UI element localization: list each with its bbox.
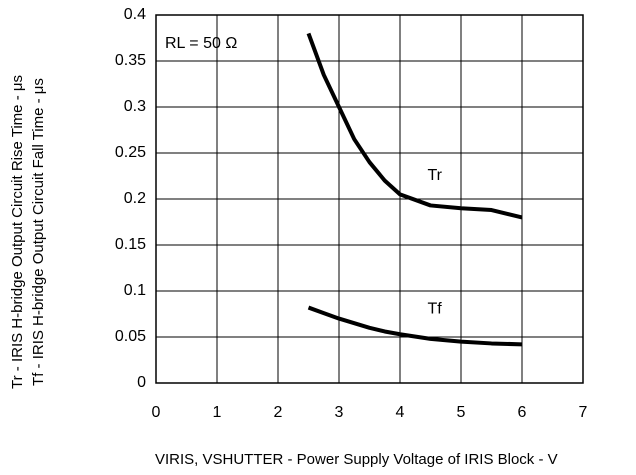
series-label-bg [424,166,451,186]
series-label: Tr [427,167,442,184]
y-tick-label: 0.05 [115,328,146,345]
series-label-bg [424,299,451,320]
x-tick-label: 4 [396,404,405,421]
y-tick-label: 0.4 [124,6,146,23]
y-tick-label: 0 [137,374,146,391]
x-tick-label: 0 [152,404,161,421]
x-tick-label: 6 [518,404,527,421]
annotation-box [157,27,287,63]
y-tick-label: 0.35 [115,52,146,69]
y-tick-label: 0.1 [124,282,146,299]
y-tick-label: 0.25 [115,144,146,161]
series-label: Tf [427,301,442,318]
y-axis-label: Tr - IRIS H-bridge Output Circuit Rise T… [9,75,26,389]
y-tick-label: 0.15 [115,236,146,253]
y-axis-label: Tf - IRIS H-bridge Output Circuit Fall T… [30,78,47,386]
line-series [306,32,523,220]
x-tick-label: 7 [579,404,588,421]
annotation: RL = 50 Ω [165,35,237,52]
x-tick-label: 1 [213,404,222,421]
x-tick-label: 5 [457,404,466,421]
plot-border [155,14,584,384]
line-series [307,305,523,347]
y-tick-label: 0.2 [124,190,146,207]
y-tick-label: 0.3 [124,98,146,115]
x-tick-label: 2 [274,404,283,421]
x-axis-label: VIRIS, VSHUTTER - Power Supply Voltage o… [155,451,558,468]
x-tick-label: 3 [335,404,344,421]
